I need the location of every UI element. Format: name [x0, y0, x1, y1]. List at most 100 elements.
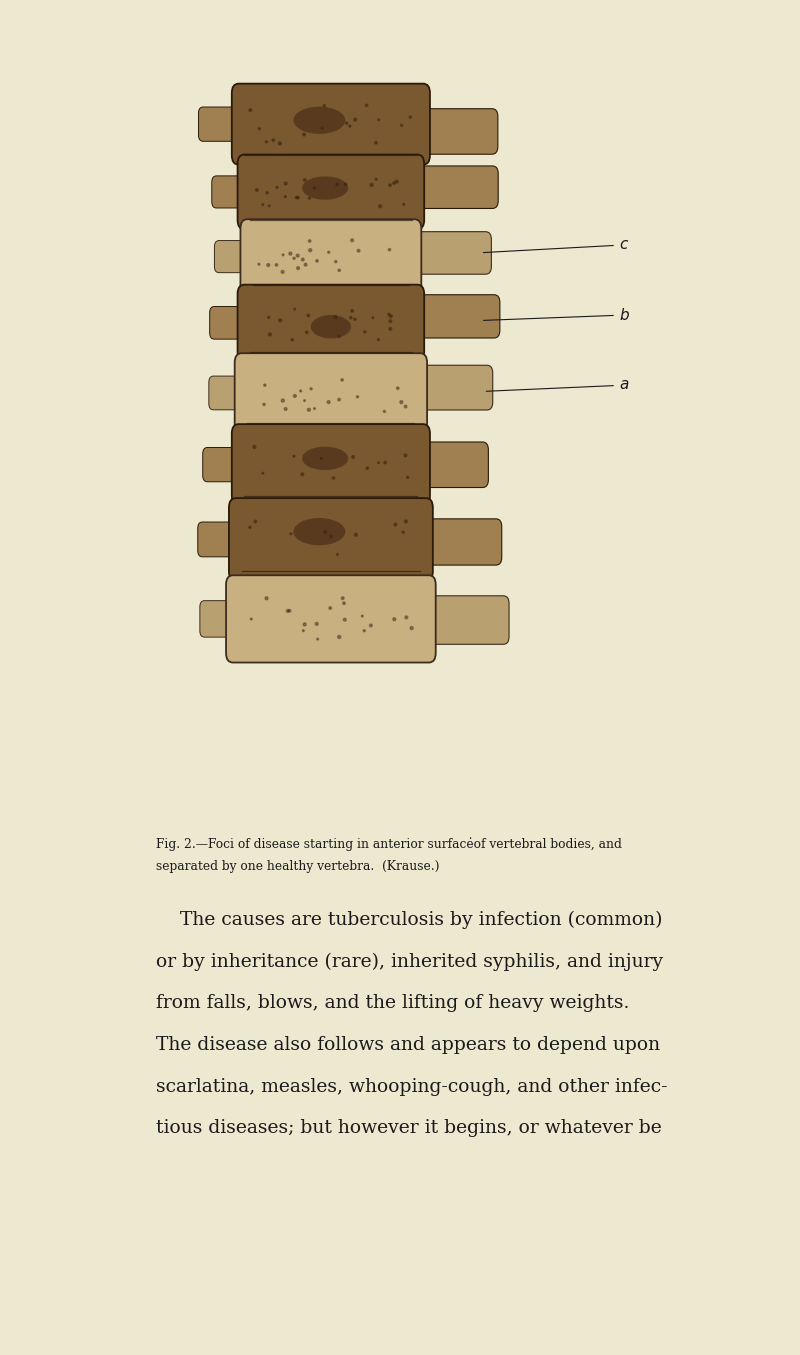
FancyBboxPatch shape — [418, 442, 488, 488]
Point — [383, 238, 396, 260]
Point — [351, 386, 364, 408]
Point — [322, 241, 335, 263]
Point — [302, 398, 315, 420]
Point — [400, 607, 413, 629]
Text: $c$: $c$ — [483, 238, 629, 252]
FancyBboxPatch shape — [212, 176, 249, 207]
Point — [361, 458, 374, 480]
Text: from falls, blows, and the lifting of heavy weights.: from falls, blows, and the lifting of he… — [156, 995, 629, 1012]
Point — [288, 248, 301, 270]
Point — [253, 118, 266, 140]
Point — [333, 259, 346, 280]
Point — [331, 543, 344, 565]
Point — [384, 310, 397, 332]
Point — [327, 467, 340, 489]
Point — [325, 526, 338, 547]
Point — [388, 172, 401, 194]
Point — [263, 195, 276, 217]
Point — [336, 369, 349, 390]
Point — [346, 446, 359, 467]
FancyBboxPatch shape — [229, 499, 433, 581]
Point — [249, 511, 262, 533]
Point — [316, 118, 329, 140]
FancyBboxPatch shape — [418, 108, 498, 154]
Point — [290, 187, 303, 209]
Point — [253, 253, 266, 275]
Point — [304, 240, 317, 262]
Point — [283, 600, 296, 622]
FancyBboxPatch shape — [409, 232, 491, 274]
Point — [398, 194, 410, 215]
Point — [397, 522, 410, 543]
Point — [374, 195, 386, 217]
Point — [352, 240, 365, 262]
Text: The disease also follows and appears to depend upon: The disease also follows and appears to … — [156, 1035, 660, 1054]
Point — [277, 244, 290, 266]
Point — [338, 592, 350, 614]
Point — [389, 514, 402, 535]
Point — [298, 123, 310, 145]
Point — [288, 298, 301, 320]
Point — [302, 305, 314, 327]
Point — [388, 608, 401, 630]
Point — [245, 608, 258, 630]
Point — [370, 131, 382, 153]
Point — [256, 194, 269, 215]
Point — [274, 133, 286, 154]
Text: Fig. 2.—Foci of disease starting in anterior surfacėof vertebral bodies, and: Fig. 2.—Foci of disease starting in ante… — [156, 837, 622, 851]
FancyBboxPatch shape — [414, 366, 493, 411]
Ellipse shape — [302, 447, 348, 470]
Point — [333, 626, 346, 648]
Point — [308, 398, 321, 420]
Point — [366, 175, 378, 196]
Point — [333, 325, 346, 347]
Point — [378, 401, 391, 423]
Point — [277, 390, 290, 412]
Point — [311, 629, 324, 650]
Point — [338, 608, 351, 630]
Point — [282, 600, 294, 622]
Point — [340, 112, 353, 134]
Point — [303, 187, 316, 209]
Point — [267, 129, 280, 150]
Point — [292, 187, 305, 209]
Point — [350, 524, 362, 546]
Point — [308, 178, 321, 199]
FancyBboxPatch shape — [241, 220, 422, 294]
Point — [279, 186, 292, 207]
FancyBboxPatch shape — [411, 295, 500, 337]
Ellipse shape — [294, 518, 346, 545]
Point — [406, 617, 418, 638]
Point — [261, 182, 274, 203]
Point — [270, 176, 283, 198]
Point — [358, 619, 370, 641]
Point — [298, 169, 311, 191]
Point — [343, 115, 356, 137]
Point — [250, 179, 263, 201]
Text: or by inheritance (rare), inherited syphilis, and injury: or by inheritance (rare), inherited syph… — [156, 953, 663, 970]
Point — [276, 262, 289, 283]
Point — [372, 329, 385, 351]
FancyBboxPatch shape — [214, 241, 252, 272]
FancyBboxPatch shape — [226, 576, 436, 663]
Point — [329, 306, 342, 328]
Point — [370, 168, 382, 190]
Text: tious diseases; but however it begins, or whatever be: tious diseases; but however it begins, o… — [156, 1119, 662, 1137]
Point — [330, 251, 342, 272]
Point — [248, 436, 261, 458]
Point — [291, 245, 304, 267]
Point — [384, 318, 397, 340]
Point — [314, 447, 327, 469]
FancyBboxPatch shape — [238, 154, 424, 229]
Point — [286, 329, 298, 351]
FancyBboxPatch shape — [238, 285, 424, 360]
Point — [365, 615, 378, 637]
Point — [324, 598, 337, 619]
Point — [385, 305, 398, 327]
Point — [336, 587, 349, 608]
Point — [322, 392, 335, 413]
Point — [349, 309, 362, 331]
Point — [366, 306, 379, 328]
Point — [279, 398, 292, 420]
Point — [310, 251, 323, 272]
